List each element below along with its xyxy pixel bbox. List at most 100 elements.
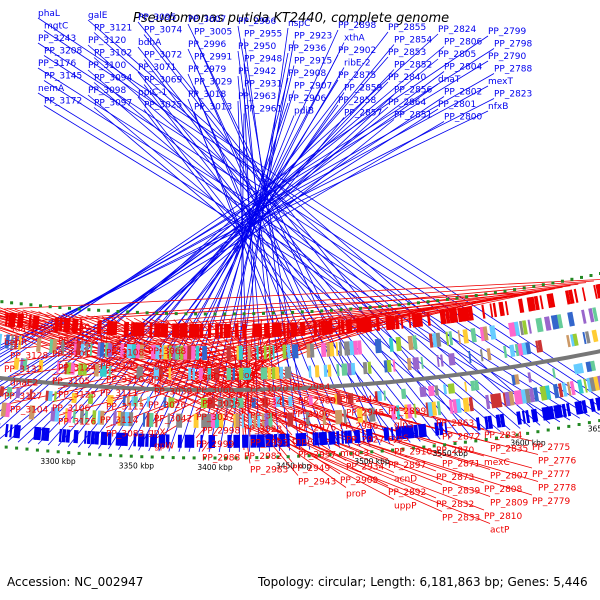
tick-dot [359,451,363,455]
feature-box [135,344,140,359]
feature-box [265,434,270,448]
gene-callout-line [0,33,439,429]
feature-box [72,408,76,423]
gene-label: PP_2801 [438,100,476,110]
tick-dot [318,453,322,457]
feature-box [586,377,592,393]
gene-label: PP_3107 [100,335,138,345]
feature-box [232,397,236,408]
gene-label: PP_2856 [394,86,433,96]
gene-label: PP_3026 [148,401,187,411]
feature-box [327,364,332,377]
gene-label: PP_2963 [238,92,276,102]
feature-box [404,404,409,419]
feature-box [117,411,121,426]
feature-box [368,407,376,422]
feature-box [573,363,580,375]
feature-box [329,342,335,357]
feature-box [193,413,199,428]
gene-label: cysS [388,434,409,444]
gene-label: PP_3042 [154,415,192,425]
feature-box [180,345,184,360]
gene-callout-line [0,48,495,363]
feature-box [535,317,544,333]
feature-box [407,335,414,351]
feature-box [552,383,560,399]
feature-box [511,374,516,386]
feature-box [131,344,136,359]
gene-callout-line [143,59,441,440]
feature-box [282,344,287,359]
gene-callout-line [193,36,381,446]
gene-label: gpX [148,428,166,438]
tick-dot [495,436,498,440]
gene-label: PP_2931 [244,80,282,90]
feature-box [168,345,172,360]
gene-callout-line [0,85,489,351]
gene-callout-line [165,319,299,476]
tick-dot [297,454,301,458]
gene-callout-line [43,55,600,415]
gene-label: PP_2991 [194,53,232,63]
feature-box [347,430,353,444]
gene-label: gpD [202,373,220,383]
feature-box [265,323,271,338]
kbp-tick-label: 3400 kbp [197,463,233,472]
feature-box [341,430,344,444]
gene-label: PP_3020 [250,385,289,395]
gene-label: PP_2945 [346,409,384,419]
gene-label: PP_3108 [106,349,145,359]
feature-box [541,407,547,421]
tick-dot [587,421,591,425]
tick-dot [276,455,280,459]
feature-box [200,397,207,408]
feature-box [58,317,63,332]
gene-callout-line [0,329,491,524]
feature-box [561,403,567,418]
feature-box [485,394,491,410]
feature-box [28,405,36,420]
gene-label: PP_2982 [244,452,282,462]
tick-dot [119,454,123,458]
gene-callout-line [51,291,540,322]
gene-label: PP_2834 [484,431,523,441]
gene-label: PP_2996 [188,40,227,50]
tick-dot [10,301,14,305]
feature-box [65,429,71,443]
feature-box [151,434,158,448]
feature-box [13,424,21,439]
tick-dot [234,456,238,460]
feature-box [284,366,292,379]
feature-box [63,317,67,333]
feature-box [481,304,486,319]
feature-box [527,319,532,334]
feature-box [214,368,219,380]
tick-dot [165,311,168,315]
feature-box [309,343,315,358]
feature-box [592,307,599,322]
feature-box [388,337,394,352]
gene-callout-line [37,92,571,421]
gene-label: PP_3025 [144,101,182,111]
tick-dot [401,447,405,451]
feature-box [313,321,318,336]
feature-box [183,345,188,360]
gene-label: pdiB [294,107,314,117]
feature-box [219,324,223,338]
feature-box [189,323,192,338]
gene-label: mqo-3 [340,449,369,459]
feature-box [470,380,476,391]
feature-box [163,397,167,408]
gene-label: PP_2902 [338,46,376,56]
feature-box [347,363,352,376]
feature-box [566,334,571,348]
feature-box [207,368,211,380]
tick-dot [192,456,196,460]
feature-box [112,321,118,336]
feature-box [104,342,109,357]
gene-label: PP_3074 [144,26,183,36]
gene-label: PP_3124 [58,364,97,374]
feature-box [263,323,267,338]
feature-box [199,323,204,338]
